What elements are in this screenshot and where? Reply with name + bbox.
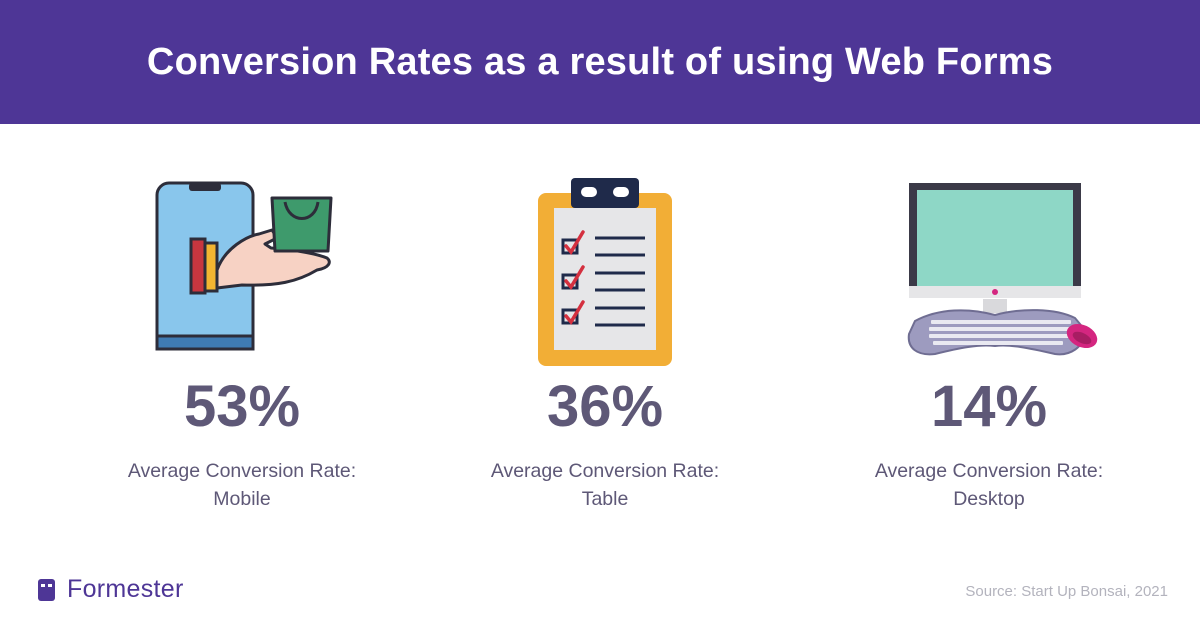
page-title: Conversion Rates as a result of using We… bbox=[146, 40, 1054, 83]
source-citation: Source: Start Up Bonsai, 2021 bbox=[965, 583, 1168, 600]
category-label: Table bbox=[581, 488, 629, 510]
smartphone-shopping-icon bbox=[155, 181, 333, 351]
stat-caption: Average Conversion Rate: Mobile bbox=[92, 457, 392, 513]
stat-mobile: 53% Average Conversion Rate: Mobile bbox=[92, 124, 392, 544]
header-banner: Conversion Rates as a result of using We… bbox=[0, 0, 1200, 124]
caption-line-1: Average Conversion Rate: bbox=[127, 460, 357, 482]
value-label: 53% bbox=[183, 374, 301, 439]
value-label: 14% bbox=[930, 374, 1048, 439]
stat-caption: Average Conversion Rate: Desktop bbox=[839, 457, 1139, 513]
stat-caption: Average Conversion Rate: Table bbox=[455, 457, 755, 513]
value-label: 36% bbox=[546, 374, 664, 439]
formester-logo-icon bbox=[38, 578, 55, 601]
category-label: Desktop bbox=[953, 488, 1025, 510]
stat-table: 36% Average Conversion Rate: Table bbox=[455, 124, 755, 544]
stats-row: 53% Average Conversion Rate: Mobile bbox=[0, 124, 1200, 544]
desktop-computer-icon bbox=[907, 183, 1098, 356]
caption-line-1: Average Conversion Rate: bbox=[874, 460, 1104, 482]
stat-desktop: 14% Average Conversion Rate: Desktop bbox=[839, 124, 1139, 544]
brand-logo: Formester bbox=[38, 575, 184, 604]
clipboard-checklist-icon bbox=[538, 178, 672, 366]
category-label: Mobile bbox=[213, 488, 271, 510]
caption-line-1: Average Conversion Rate: bbox=[490, 460, 720, 482]
brand-name: Formester bbox=[67, 575, 184, 603]
